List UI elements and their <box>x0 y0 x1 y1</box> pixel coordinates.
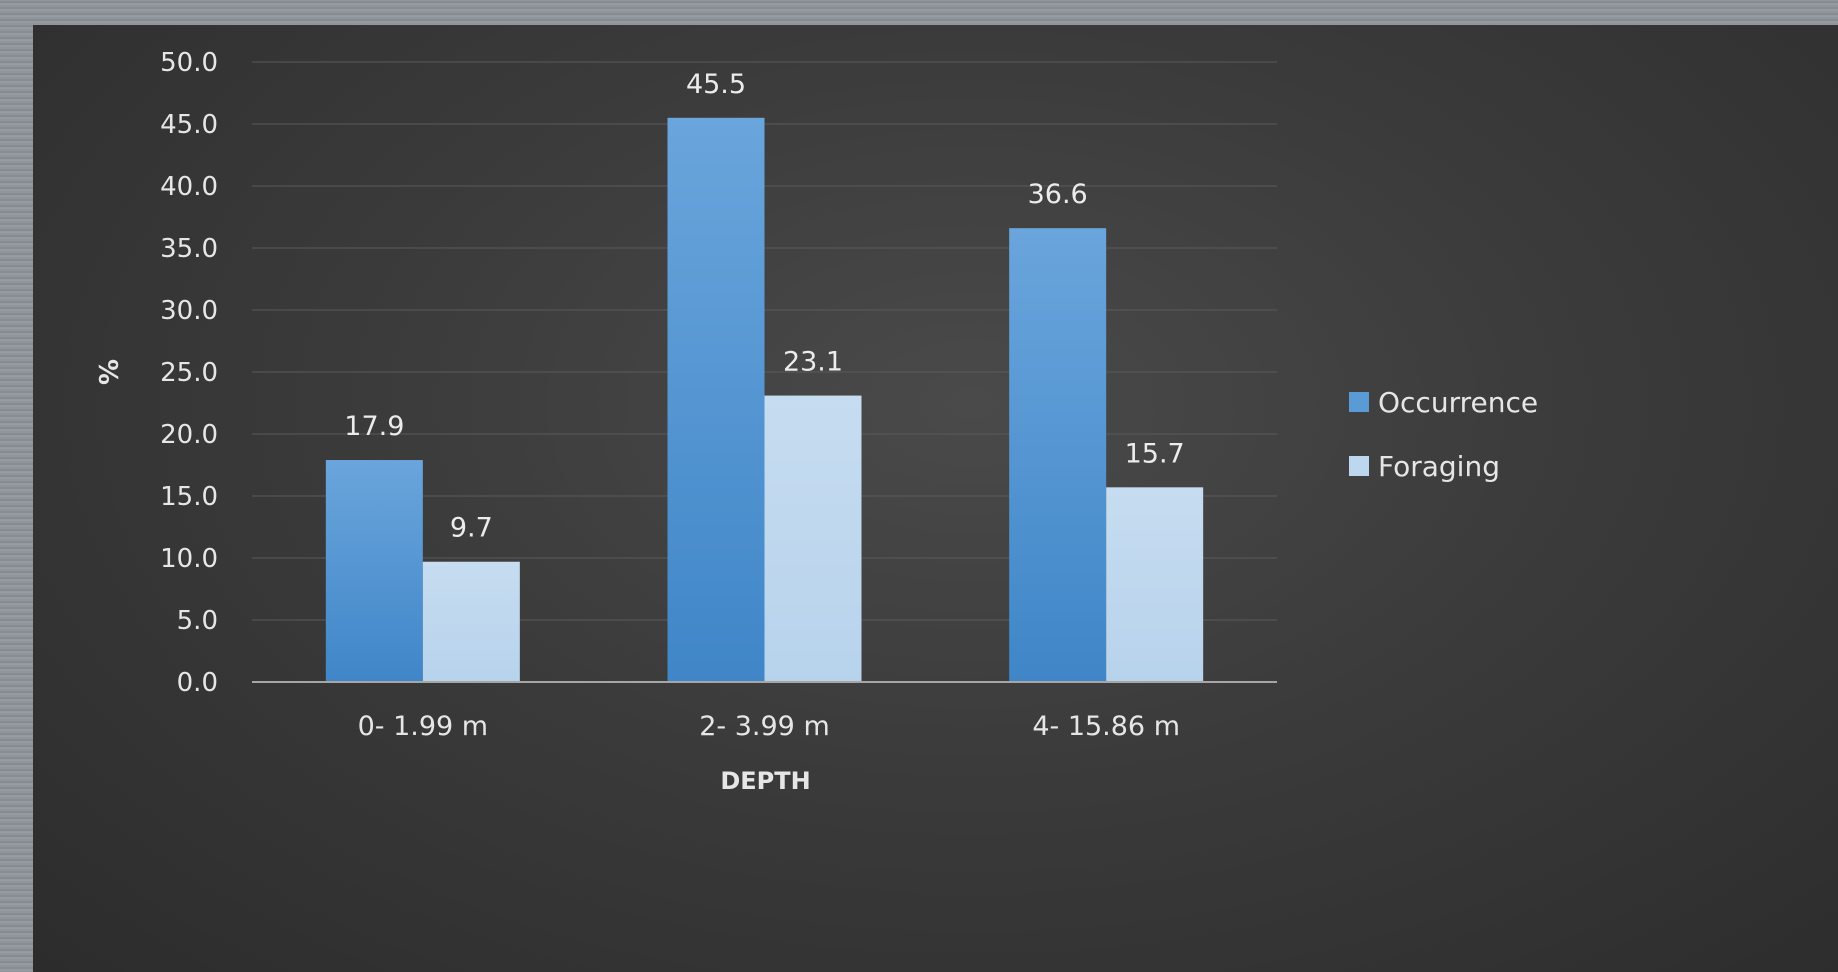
y-tick-label: 35.0 <box>160 234 218 264</box>
data-label: 15.7 <box>1125 438 1185 469</box>
x-tick-label: 0- 1.99 m <box>358 711 489 742</box>
y-tick-label: 25.0 <box>160 358 218 388</box>
y-tick-label: 50.0 <box>160 48 218 78</box>
data-label: 17.9 <box>344 411 404 442</box>
data-label: 36.6 <box>1028 179 1088 210</box>
data-label: 9.7 <box>450 513 493 544</box>
x-tick-label: 4- 15.86 m <box>1032 711 1180 742</box>
legend-label-occurrence: Occurrence <box>1378 386 1538 419</box>
y-tick-label: 30.0 <box>160 296 218 326</box>
legend-swatch-occurrence <box>1349 392 1369 412</box>
bar-occurrence-0 <box>325 460 423 682</box>
x-axis-tick-labels: 0- 1.99 m 2- 3.99 m 4- 15.86 m <box>358 711 1180 742</box>
y-tick-label: 0.0 <box>177 668 218 698</box>
y-tick-label: 40.0 <box>160 172 218 202</box>
y-axis-tick-labels: 0.0 5.0 10.0 15.0 20.0 25.0 30.0 35.0 40.0 45.0 50… <box>160 48 218 698</box>
bar-foraging-0 <box>422 561 520 682</box>
y-tick-label: 15.0 <box>160 482 218 512</box>
x-axis-label: DEPTH <box>720 767 810 795</box>
y-axis-label: % <box>95 359 125 385</box>
bars <box>325 117 1204 683</box>
data-label: 45.5 <box>686 69 746 100</box>
bar-occurrence-1 <box>667 117 765 683</box>
data-labels: 17.9 9.7 45.5 23.1 36.6 15.7 <box>344 69 1184 544</box>
y-tick-label: 20.0 <box>160 420 218 450</box>
legend: Occurrence Foraging <box>1349 386 1538 483</box>
y-tick-label: 10.0 <box>160 544 218 574</box>
x-tick-label: 2- 3.99 m <box>699 711 830 742</box>
data-label: 23.1 <box>783 347 843 378</box>
bar-occurrence-2 <box>1009 228 1107 682</box>
bar-foraging-2 <box>1106 487 1204 682</box>
legend-swatch-foraging <box>1349 456 1369 476</box>
bar-foraging-1 <box>764 395 862 682</box>
y-tick-label: 45.0 <box>160 110 218 140</box>
y-tick-label: 5.0 <box>177 606 218 636</box>
legend-label-foraging: Foraging <box>1378 450 1500 483</box>
